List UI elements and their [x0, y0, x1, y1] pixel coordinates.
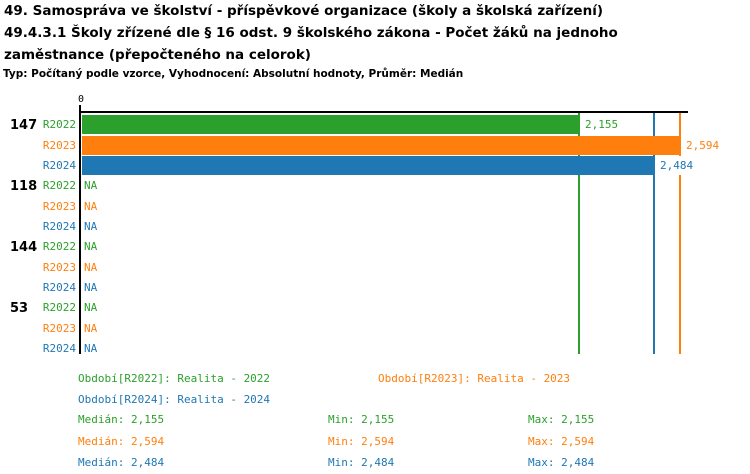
row-label-r2024: R2024: [42, 220, 76, 233]
row-label-r2024: R2024: [42, 159, 76, 172]
na-value-r2022: NA: [84, 179, 98, 192]
bar-r2024: [82, 156, 654, 175]
row-label-r2022: R2022: [42, 179, 76, 192]
stat-min-r2024: Min: 2,484: [328, 456, 395, 469]
na-value-r2022: NA: [84, 240, 98, 253]
stat-max-r2022: Max: 2,155: [528, 413, 595, 426]
group-label-53: 53: [10, 301, 29, 316]
legend-entry-r2023: Období[R2023]: Realita - 2023: [378, 372, 571, 385]
na-value-r2023: NA: [84, 200, 98, 213]
median-line-r2024: [653, 112, 655, 354]
stat-min-r2023: Min: 2,594: [328, 435, 395, 448]
y-axis-line: [79, 105, 81, 354]
row-label-r2022: R2022: [42, 301, 76, 314]
row-label-r2022: R2022: [42, 118, 76, 131]
bar-value-label-r2022: 2,155: [583, 115, 621, 134]
row-label-r2023: R2023: [42, 139, 76, 152]
na-value-r2024: NA: [84, 281, 98, 294]
stat-median-r2024: Medián: 2,484: [78, 456, 165, 469]
stat-max-r2023: Max: 2,594: [528, 435, 595, 448]
bar-r2023: [82, 136, 680, 155]
legend-entry-r2022: Období[R2022]: Realita - 2022: [78, 372, 271, 385]
row-label-r2024: R2024: [42, 281, 76, 294]
na-value-r2023: NA: [84, 261, 98, 274]
stat-min-r2022: Min: 2,155: [328, 413, 395, 426]
row-label-r2024: R2024: [42, 342, 76, 355]
x-axis-origin-label: 0: [77, 94, 85, 105]
row-label-r2023: R2023: [42, 200, 76, 213]
bar-value-label-r2024: 2,484: [658, 156, 696, 175]
na-value-r2024: NA: [84, 220, 98, 233]
chart-title-line1: 49. Samospráva ve školství - příspěvkové…: [4, 3, 603, 19]
stat-median-r2023: Medián: 2,594: [78, 435, 165, 448]
stat-median-r2022: Medián: 2,155: [78, 413, 165, 426]
row-label-r2022: R2022: [42, 240, 76, 253]
row-label-r2023: R2023: [42, 322, 76, 335]
chart-title-line2: 49.4.3.1 Školy zřízené dle § 16 odst. 9 …: [4, 25, 618, 41]
bar-value-label-r2023: 2,594: [684, 136, 722, 155]
na-value-r2022: NA: [84, 301, 98, 314]
chart-title-line3: zaměstnance (přepočteného na celorok): [4, 47, 311, 63]
na-value-r2024: NA: [84, 342, 98, 355]
group-label-147: 147: [10, 118, 38, 133]
legend-entry-r2024: Období[R2024]: Realita - 2024: [78, 393, 271, 406]
median-line-r2022: [578, 112, 580, 354]
group-label-118: 118: [10, 179, 38, 194]
na-value-r2023: NA: [84, 322, 98, 335]
chart-subtitle: Typ: Počítaný podle vzorce, Vyhodnocení:…: [3, 68, 464, 80]
group-label-144: 144: [10, 240, 38, 255]
x-axis-line: [80, 111, 688, 113]
median-line-r2023: [679, 112, 681, 354]
stat-max-r2024: Max: 2,484: [528, 456, 595, 469]
row-label-r2023: R2023: [42, 261, 76, 274]
bar-r2022: [82, 115, 579, 134]
